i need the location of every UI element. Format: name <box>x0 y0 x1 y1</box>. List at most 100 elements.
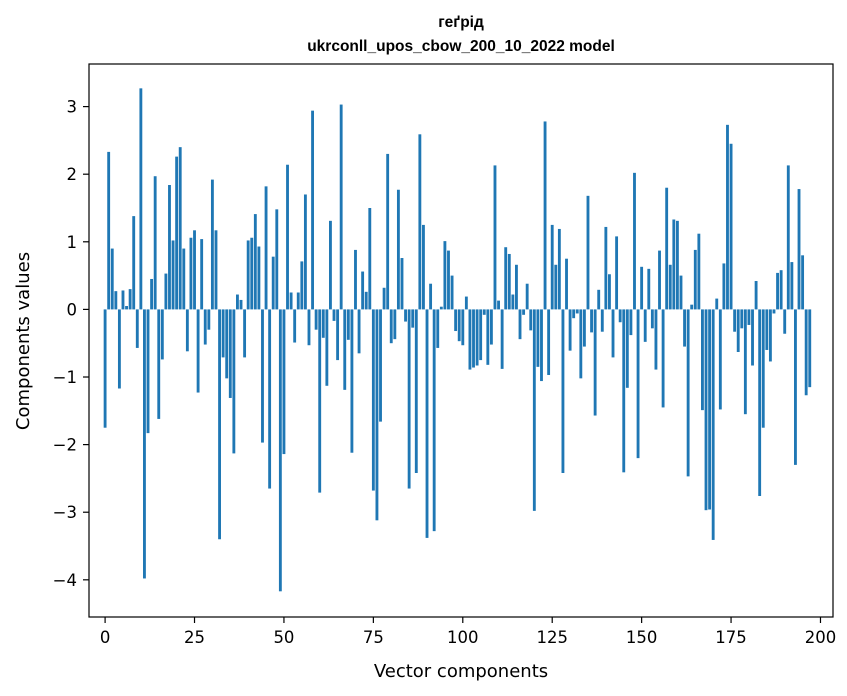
plot-frame <box>88 63 834 618</box>
bar-97 <box>450 275 454 310</box>
bar-27 <box>200 239 204 310</box>
bar-149 <box>636 309 640 459</box>
bar-103 <box>472 309 475 368</box>
bar-80 <box>389 309 393 344</box>
bar-51 <box>286 164 289 310</box>
bar-189 <box>779 270 783 310</box>
y-axis-label: Components values <box>13 252 34 430</box>
bar-153 <box>650 309 654 329</box>
bar-47 <box>271 256 275 310</box>
bar-169 <box>708 309 712 510</box>
bar-44 <box>261 309 264 443</box>
bar-172 <box>718 309 722 410</box>
bar-115 <box>515 264 518 310</box>
bar-191 <box>786 165 790 310</box>
bar-35 <box>228 309 232 398</box>
bar-145 <box>622 309 626 473</box>
bar-85 <box>407 309 411 489</box>
bar-132 <box>575 309 579 314</box>
bar-141 <box>608 274 611 310</box>
bar-53 <box>293 309 297 343</box>
bar-61 <box>321 309 325 338</box>
bar-195 <box>801 255 805 310</box>
bar-64 <box>332 309 336 321</box>
x-tick-label: 75 <box>363 628 384 647</box>
bar-89 <box>422 224 425 310</box>
bar-91 <box>429 283 433 310</box>
bar-184 <box>761 309 765 428</box>
bar-150 <box>640 266 644 310</box>
bar-123 <box>543 121 547 310</box>
bar-30 <box>210 179 214 310</box>
bar-81 <box>393 309 397 340</box>
bar-160 <box>675 220 679 310</box>
bar-157 <box>665 187 669 310</box>
bar-186 <box>768 309 772 362</box>
bar-99 <box>457 309 461 342</box>
bar-83 <box>400 258 404 310</box>
x-tick-label: 50 <box>273 628 294 647</box>
bar-73 <box>364 291 368 310</box>
bar-19 <box>171 240 175 310</box>
bar-95 <box>443 241 447 310</box>
bar-127 <box>557 228 561 310</box>
bar-94 <box>439 306 443 310</box>
bar-22 <box>182 248 186 310</box>
bar-36 <box>232 309 236 454</box>
bar-164 <box>690 304 694 310</box>
bar-40 <box>246 240 250 310</box>
bar-107 <box>486 309 490 365</box>
bar-37 <box>236 294 239 310</box>
bar-28 <box>203 309 207 345</box>
bar-129 <box>565 258 568 310</box>
bar-108 <box>489 309 493 345</box>
bar-38 <box>239 299 243 310</box>
bar-9 <box>135 309 139 348</box>
bar-167 <box>701 309 704 411</box>
bar-121 <box>536 309 540 367</box>
bar-10 <box>139 88 143 310</box>
y-tick-label: 1 <box>67 233 78 252</box>
bar-31 <box>214 230 218 310</box>
bar-17 <box>164 273 168 310</box>
bar-16 <box>160 309 164 360</box>
bar-33 <box>221 309 225 358</box>
bar-90 <box>425 309 429 538</box>
bar-197 <box>808 309 812 388</box>
bar-74 <box>368 208 372 310</box>
bar-82 <box>396 189 400 310</box>
bar-134 <box>582 309 586 347</box>
bar-96 <box>447 250 450 310</box>
bar-65 <box>336 309 340 361</box>
bar-168 <box>704 309 708 511</box>
bar-86 <box>411 309 415 328</box>
bar-88 <box>418 134 422 310</box>
y-tick-label: 3 <box>67 98 78 117</box>
bar-179 <box>743 309 747 415</box>
bar-158 <box>668 264 672 310</box>
bar-142 <box>611 309 615 358</box>
bar-101 <box>464 296 468 310</box>
bar-52 <box>289 292 293 310</box>
bar-4 <box>117 309 121 389</box>
bar-154 <box>654 309 658 370</box>
bar-130 <box>568 309 572 351</box>
bar-63 <box>329 220 332 310</box>
bar-165 <box>693 249 697 310</box>
bar-76 <box>375 309 379 521</box>
bar-41 <box>250 237 254 310</box>
bar-135 <box>586 195 590 310</box>
bar-42 <box>253 214 257 310</box>
bar-178 <box>740 309 744 329</box>
y-tick-label: −3 <box>53 503 77 522</box>
bar-84 <box>404 309 407 322</box>
bar-50 <box>282 309 286 455</box>
bar-78 <box>382 287 386 310</box>
bar-163 <box>686 309 690 477</box>
bar-12 <box>146 309 150 434</box>
bar-79 <box>386 153 390 310</box>
bar-6 <box>125 306 128 310</box>
bar-176 <box>733 309 737 332</box>
bar-171 <box>715 298 719 310</box>
bar-58 <box>311 110 314 310</box>
